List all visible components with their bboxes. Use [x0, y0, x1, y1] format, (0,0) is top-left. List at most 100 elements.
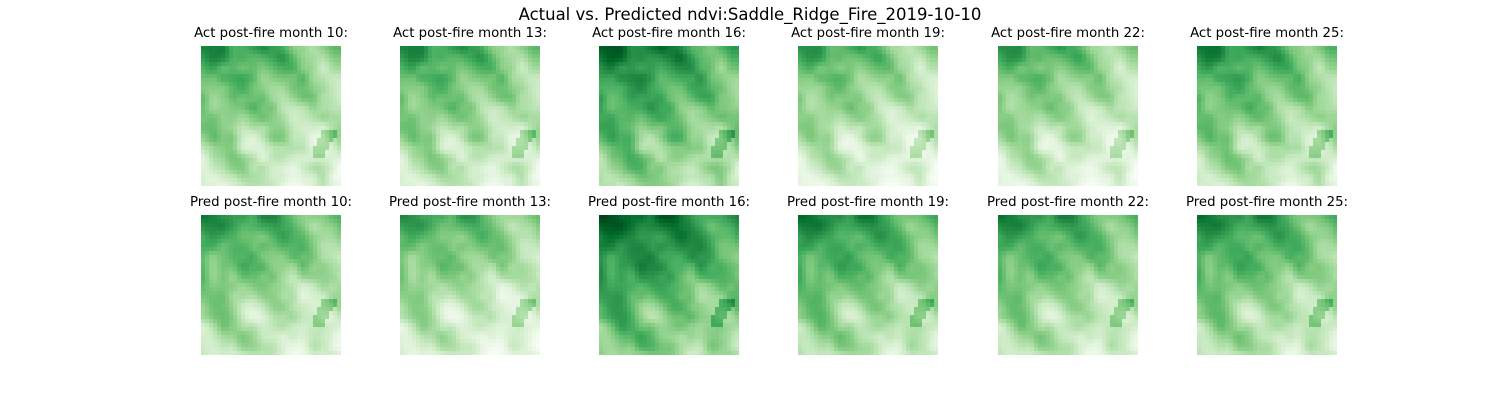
heatmap-cell: [325, 74, 329, 78]
heatmap-cell: [719, 58, 723, 62]
heatmap-cell: [822, 162, 826, 166]
heatmap-cell: [906, 150, 910, 154]
heatmap-cell: [826, 126, 830, 130]
heatmap-cell: [691, 166, 695, 170]
heatmap-cell: [918, 182, 922, 186]
heatmap-cell: [631, 166, 635, 170]
heatmap-cell: [245, 158, 249, 162]
heatmap-cell: [209, 82, 213, 86]
heatmap-cell: [615, 154, 619, 158]
heatmap-cell: [627, 170, 631, 174]
heatmap-cell: [906, 134, 910, 138]
heatmap-cell: [691, 126, 695, 130]
heatmap-cell: [285, 102, 289, 106]
heatmap-cell: [297, 162, 301, 166]
heatmap-cell: [261, 166, 265, 170]
heatmap-cell: [647, 130, 651, 134]
heatmap-cell: [603, 182, 607, 186]
heatmap-cell: [261, 106, 265, 110]
heatmap-cell: [241, 146, 245, 150]
heatmap-cell: [452, 94, 456, 98]
heatmap-cell: [619, 46, 623, 50]
heatmap-cell: [412, 50, 416, 54]
heatmap-cell: [432, 114, 436, 118]
heatmap-cell: [619, 150, 623, 154]
heatmap-cell: [842, 122, 846, 126]
heatmap-cell: [273, 118, 277, 122]
heatmap-cell: [237, 178, 241, 182]
heatmap-cell: [603, 138, 607, 142]
heatmap-cell: [806, 122, 810, 126]
heatmap-cell: [329, 146, 333, 150]
heatmap-cell: [695, 90, 699, 94]
heatmap-cell: [914, 150, 918, 154]
heatmap-cell: [524, 98, 528, 102]
heatmap-cell: [611, 94, 615, 98]
heatmap-cell: [639, 50, 643, 54]
heatmap-cell: [667, 138, 671, 142]
heatmap-cell: [253, 118, 257, 122]
heatmap-cell: [297, 150, 301, 154]
heatmap-cell: [687, 50, 691, 54]
heatmap-cell: [619, 70, 623, 74]
heatmap-cell: [711, 62, 715, 66]
heatmap-cell: [524, 58, 528, 62]
heatmap-cell: [719, 162, 723, 166]
heatmap-cell: [428, 114, 432, 118]
heatmap-cell: [536, 122, 540, 126]
heatmap-cell: [436, 102, 440, 106]
heatmap-cell: [432, 82, 436, 86]
heatmap-cell: [707, 130, 711, 134]
heatmap-cell: [623, 102, 627, 106]
heatmap-cell: [639, 114, 643, 118]
heatmap-cell: [532, 102, 536, 106]
heatmap-cell: [894, 78, 898, 82]
heatmap-cell: [241, 142, 245, 146]
heatmap-cell: [492, 158, 496, 162]
heatmap-cell: [858, 178, 862, 182]
heatmap-cell: [325, 130, 329, 134]
heatmap-cell: [408, 58, 412, 62]
heatmap-cell: [703, 102, 707, 106]
heatmap-cell: [436, 118, 440, 122]
heatmap-cell: [265, 158, 269, 162]
heatmap-cell: [858, 174, 862, 178]
heatmap-cell: [229, 170, 233, 174]
heatmap-cell: [201, 130, 205, 134]
heatmap-cell: [309, 166, 313, 170]
heatmap-cell: [301, 54, 305, 58]
heatmap-cell: [607, 74, 611, 78]
heatmap-cell: [488, 126, 492, 130]
heatmap-cell: [723, 154, 727, 158]
heatmap-cell: [683, 162, 687, 166]
heatmap-cell: [261, 54, 265, 58]
heatmap-cell: [448, 182, 452, 186]
heatmap-cell: [659, 70, 663, 74]
heatmap-cell: [484, 122, 488, 126]
heatmap-cell: [516, 130, 520, 134]
heatmap-cell: [512, 134, 516, 138]
heatmap-cell: [631, 70, 635, 74]
heatmap-cell: [623, 58, 627, 62]
heatmap-cell: [213, 82, 217, 86]
heatmap-cell: [679, 66, 683, 70]
heatmap-cell: [460, 178, 464, 182]
heatmap-cell: [802, 182, 806, 186]
heatmap-cell: [798, 106, 802, 110]
heatmap-cell: [659, 182, 663, 186]
heatmap-cell: [934, 110, 938, 114]
heatmap-cell: [301, 158, 305, 162]
heatmap-cell: [659, 142, 663, 146]
heatmap-cell: [309, 54, 313, 58]
heatmap-cell: [930, 110, 934, 114]
heatmap-cell: [818, 110, 822, 114]
heatmap-cell: [918, 62, 922, 66]
heatmap-cell: [488, 62, 492, 66]
heatmap-cell: [627, 142, 631, 146]
heatmap-cell: [508, 106, 512, 110]
heatmap-cell: [667, 150, 671, 154]
heatmap-cell: [237, 106, 241, 110]
heatmap-cell: [818, 46, 822, 50]
heatmap-cell: [830, 62, 834, 66]
heatmap-cell: [806, 66, 810, 70]
